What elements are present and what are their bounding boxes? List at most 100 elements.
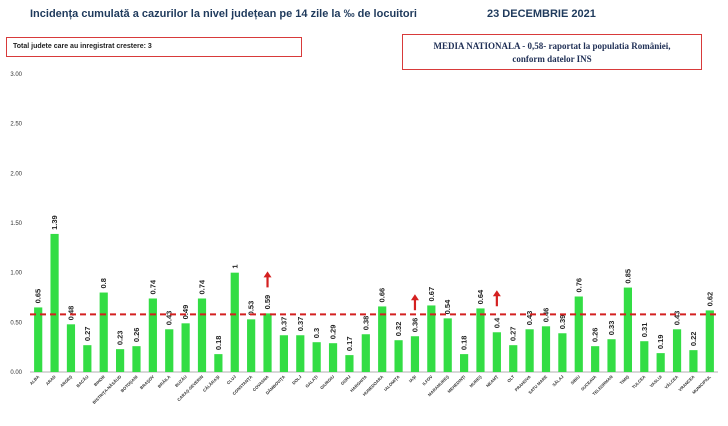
- bar: [83, 345, 92, 372]
- data-label: 0.66: [378, 288, 387, 303]
- category-label: NEAMŢ: [485, 374, 499, 388]
- bar: [410, 336, 420, 372]
- category-label: CLUJ: [226, 374, 238, 386]
- data-label: 0.53: [247, 301, 256, 316]
- category-label: IAŞI: [408, 374, 417, 383]
- category-label: BOTOŞANI: [120, 374, 139, 393]
- bar: [328, 343, 338, 372]
- data-label: 0.33: [607, 321, 616, 336]
- bar: [623, 287, 632, 372]
- category-label: IALOMIŢA: [383, 374, 401, 392]
- bar: [591, 346, 600, 372]
- increase-arrow-head-icon: [492, 290, 501, 297]
- category-label: GORJ: [340, 374, 352, 386]
- bar: [34, 307, 43, 372]
- bar: [558, 333, 567, 372]
- category-label: BIHOR: [93, 374, 106, 387]
- data-label: 0.29: [329, 325, 338, 340]
- y-tick-label: 2.50: [10, 122, 22, 128]
- data-label: 0.19: [656, 335, 665, 350]
- data-label: 1: [230, 264, 239, 268]
- y-tick-label: 0.50: [10, 320, 22, 326]
- data-label: 0.54: [443, 299, 452, 314]
- bar: [574, 296, 583, 372]
- data-label: 0.4: [492, 317, 501, 328]
- bar: [656, 353, 665, 372]
- y-tick-label: 1.00: [10, 271, 22, 277]
- bar: [345, 355, 354, 372]
- category-label: BACĂU: [75, 374, 89, 388]
- data-label: 0.64: [476, 289, 485, 304]
- increase-arrow-head-icon: [410, 294, 419, 301]
- bar: [99, 292, 108, 372]
- data-label: 0.32: [394, 322, 403, 337]
- bar: [378, 306, 387, 372]
- bar: [50, 233, 59, 372]
- data-label: 1.39: [50, 215, 59, 230]
- bar: [509, 345, 518, 372]
- bar: [197, 298, 207, 372]
- bar: [132, 346, 141, 372]
- data-label: 0.67: [427, 287, 436, 302]
- data-label: 0.17: [345, 337, 354, 352]
- bar: [672, 329, 682, 372]
- bar: [230, 272, 239, 372]
- bar: [66, 324, 76, 372]
- data-label: 0.8: [99, 278, 108, 288]
- data-label: 0.26: [591, 328, 600, 343]
- category-label: VÂLCEA: [664, 374, 680, 390]
- data-label: 0.18: [214, 336, 223, 351]
- y-tick-label: 1.50: [10, 221, 22, 227]
- bar: [214, 354, 223, 372]
- bar: [148, 298, 157, 372]
- data-label: 0.27: [509, 327, 518, 342]
- category-label: CĂLĂRAŞI: [202, 374, 221, 393]
- data-label: 0.36: [410, 318, 419, 333]
- category-label: GIURGIU: [319, 374, 335, 390]
- bar: [476, 308, 485, 372]
- data-label: 0.85: [623, 269, 632, 284]
- data-label: 0.76: [574, 278, 583, 293]
- bar: [607, 339, 616, 372]
- category-label: BUZĂU: [174, 374, 188, 388]
- bar: [263, 313, 272, 372]
- data-label: 0.48: [66, 306, 75, 321]
- y-tick-label: 0.00: [10, 370, 22, 376]
- category-label: BRAŞOV: [139, 374, 155, 390]
- bar: [247, 319, 256, 372]
- data-label: 0.38: [361, 316, 370, 331]
- bar: [689, 350, 698, 372]
- data-label: 0.39: [558, 315, 567, 330]
- data-label: 0.37: [279, 317, 288, 332]
- data-label: 0.43: [673, 311, 682, 326]
- bar: [181, 323, 190, 372]
- data-label: 0.27: [83, 327, 92, 342]
- national-average-line-2: conform datelor INS: [512, 54, 592, 64]
- category-label: SIBIU: [570, 374, 581, 385]
- bar: [296, 335, 305, 372]
- category-label: GALAŢI: [304, 374, 319, 389]
- data-label: 0.26: [132, 328, 141, 343]
- bar: [640, 341, 649, 372]
- category-label: MEHEDINŢI: [446, 374, 466, 394]
- y-tick-label: 2.00: [10, 171, 22, 177]
- bar: [460, 354, 469, 372]
- data-label: 0.43: [525, 311, 534, 326]
- category-label: ARGEŞ: [59, 374, 73, 388]
- category-label: ARAD: [45, 374, 57, 386]
- bar: [541, 326, 551, 372]
- category-label: TULCEA: [631, 374, 647, 390]
- category-label: VASLUI: [649, 374, 663, 388]
- data-label: 0.74: [198, 279, 207, 294]
- data-label: 0.37: [296, 317, 305, 332]
- data-label: 0.49: [181, 305, 190, 320]
- chart-title: Incidența cumulată a cazurilor la nivel …: [30, 8, 417, 20]
- data-label: 0.74: [148, 279, 157, 294]
- data-label: 0.59: [263, 295, 272, 310]
- data-label: 0.3: [312, 328, 321, 338]
- increase-arrow-head-icon: [263, 271, 272, 278]
- category-label: OLT: [506, 374, 516, 384]
- bar: [279, 335, 288, 372]
- chart-date: 23 DECEMBRIE 2021: [487, 8, 596, 20]
